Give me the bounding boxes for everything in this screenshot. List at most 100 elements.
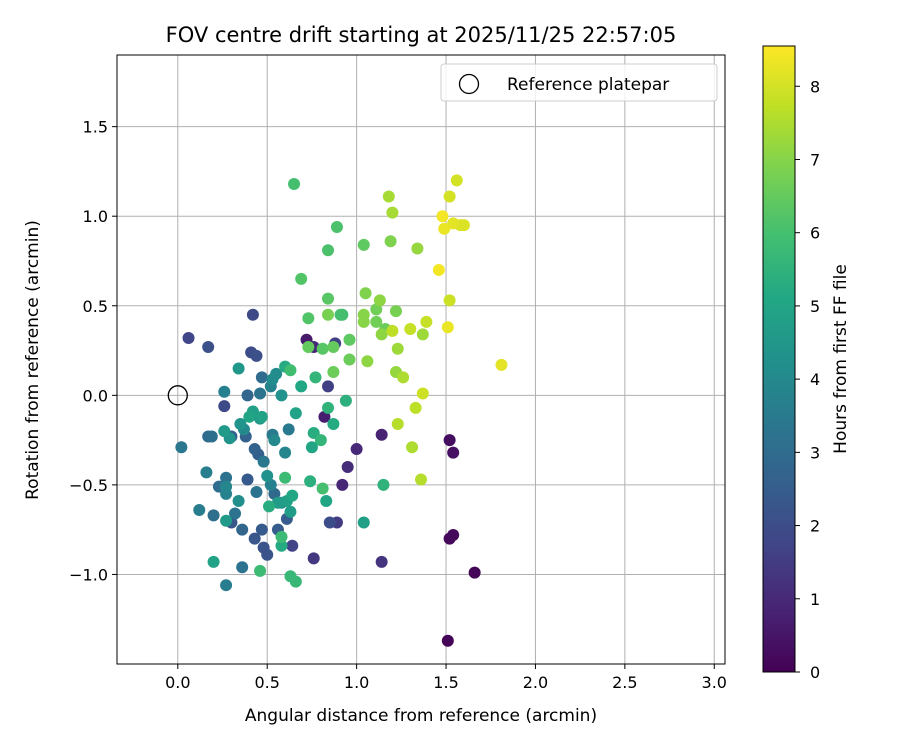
scatter-point: [391, 342, 404, 355]
scatter-point: [336, 478, 349, 491]
x-tick-label: 1.5: [433, 673, 458, 692]
scatter-point: [397, 371, 410, 384]
scatter-point: [248, 443, 261, 456]
scatter-point: [384, 235, 397, 248]
scatter-point: [359, 287, 372, 300]
scatter-point: [432, 263, 445, 276]
scatter-point: [282, 423, 295, 436]
scatter-point: [375, 555, 388, 568]
scatter-point: [255, 523, 268, 536]
y-tick-label: 1.0: [83, 207, 108, 226]
scatter-point: [386, 206, 399, 219]
scatter-point: [175, 441, 188, 454]
scatter-point: [404, 323, 417, 336]
scatter-point: [218, 425, 231, 438]
scatter-point: [314, 434, 327, 447]
scatter-point: [373, 294, 386, 307]
y-axis-label: Rotation from reference (arcmin): [23, 220, 43, 500]
scatter-point: [243, 410, 256, 423]
scatter-point: [257, 455, 270, 468]
scatter-point: [255, 371, 268, 384]
scatter-point: [343, 353, 356, 366]
colorbar: 0 1 2 3 4 5 6 7 8 Hours from first FF file: [762, 45, 851, 682]
scatter-point: [341, 460, 354, 473]
legend: Reference platepar: [440, 63, 718, 102]
scatter-point: [286, 539, 299, 552]
scatter-point: [391, 417, 404, 430]
scatter-point: [236, 561, 249, 574]
scatter-point: [411, 242, 424, 255]
scatter-point: [309, 371, 322, 384]
scatter-point: [447, 446, 460, 459]
x-axis-label: Angular distance from reference (arcmin): [245, 706, 597, 726]
scatter-point: [468, 566, 481, 579]
scatter-points: [175, 174, 508, 647]
scatter-point: [248, 532, 261, 545]
colorbar-tick-label: 8: [810, 77, 820, 96]
scatter-point: [232, 362, 245, 375]
scatter-point: [307, 552, 320, 565]
scatter-point: [415, 473, 427, 486]
scatter-point: [327, 366, 340, 379]
scatter-point: [302, 312, 315, 325]
scatter-point: [289, 407, 302, 420]
scatter-point: [261, 548, 274, 561]
scatter-point: [218, 400, 231, 413]
scatter-point: [334, 308, 347, 321]
scatter-point: [450, 174, 463, 187]
legend-marker: [458, 73, 480, 95]
scatter-point: [193, 503, 206, 516]
scatter-point: [327, 340, 340, 353]
scatter-point: [375, 428, 388, 441]
legend-label: Reference platepar: [507, 75, 669, 95]
scatter-point: [250, 349, 263, 362]
scatter-point: [254, 564, 267, 577]
scatter-point: [441, 321, 454, 334]
y-axis-ticks: −1.0 −0.5 0.0 0.5 1.0 1.5: [69, 118, 117, 584]
scatter-point: [320, 495, 333, 508]
scatter-point: [202, 340, 215, 353]
scatter-point: [263, 500, 275, 513]
scatter-point: [443, 434, 456, 447]
colorbar-tick-label: 0: [810, 663, 820, 682]
y-tick-label: 0.5: [83, 297, 108, 316]
scatter-point: [330, 220, 343, 233]
scatter-point: [275, 539, 288, 552]
scatter-point: [441, 634, 454, 647]
colorbar-frame: [762, 45, 796, 673]
x-axis-ticks: 0.0 0.5 1.0 1.5 2.0 2.5 3.0: [165, 664, 727, 692]
colorbar-tick-label: 4: [810, 370, 820, 389]
scatter-point: [295, 380, 308, 393]
scatter-point: [234, 417, 247, 430]
scatter-point: [377, 478, 390, 491]
scatter-point: [447, 217, 460, 230]
scatter-point: [357, 516, 370, 529]
chart-title: FOV centre drift starting at 2025/11/25 …: [166, 23, 677, 47]
x-tick-label: 3.0: [702, 673, 727, 692]
colorbar-tick-label: 7: [810, 150, 820, 169]
scatter-point: [316, 342, 329, 355]
scatter-point: [305, 441, 318, 454]
scatter-point: [220, 579, 233, 592]
colorbar-label: Hours from first FF file: [831, 264, 851, 454]
reference-marker: [167, 385, 188, 406]
scatter-point: [357, 238, 370, 251]
scatter-point: [447, 529, 460, 542]
scatter-point: [275, 530, 288, 543]
scatter-point: [323, 516, 336, 529]
scatter-point: [322, 244, 335, 257]
y-tick-label: −0.5: [69, 476, 108, 495]
scatter-point: [495, 358, 508, 371]
scatter-point: [284, 505, 297, 518]
y-tick-label: 1.5: [83, 118, 108, 137]
scatter-point: [275, 389, 288, 402]
y-tick-label: 0.0: [83, 386, 108, 405]
scatter-point: [254, 387, 267, 400]
scatter-point: [375, 328, 388, 341]
scatter-point: [406, 441, 419, 454]
colorbar-tick-label: 5: [810, 297, 820, 316]
scatter-point: [304, 475, 317, 488]
scatter-point: [436, 210, 449, 223]
scatter-point: [438, 222, 451, 235]
scatter-point: [416, 387, 429, 400]
